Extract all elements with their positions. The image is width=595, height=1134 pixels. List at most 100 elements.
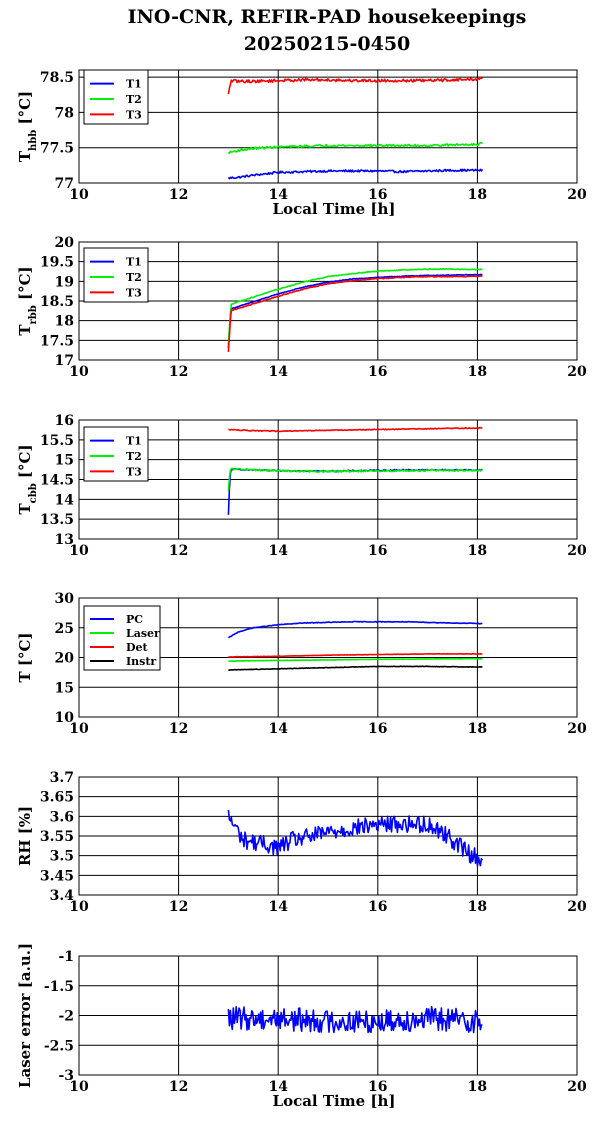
series-line	[227, 809, 484, 867]
plot-frame	[78, 241, 578, 361]
y-tick-label: -1.5	[44, 979, 74, 995]
x-tick-label: 18	[468, 899, 487, 915]
series-group	[227, 76, 484, 180]
x-tick-label: 18	[468, 1079, 487, 1095]
y-tick-label: -2.5	[44, 1038, 74, 1054]
y-tick-label: -1	[58, 949, 74, 965]
series-line	[227, 1005, 483, 1034]
chart-panel-3: 13 13.5 14 14.5 15 15.5 16 10 12 14 16 18 20 Tcbb [°C…	[16, 413, 587, 559]
x-axis-label: Local Time [h]	[273, 1092, 396, 1110]
x-tick-label: 16	[368, 721, 387, 737]
series-t2-line	[227, 467, 483, 491]
x-tick-label: 14	[268, 543, 288, 559]
plot-frame	[78, 69, 578, 184]
y-tick-label: 15.5	[40, 433, 74, 449]
x-tick-label: 20	[567, 364, 587, 380]
y-tick-label: 3.7	[50, 770, 74, 786]
y-tick-label: 3.65	[40, 790, 74, 806]
x-tick-label: 16	[368, 1079, 387, 1095]
y-tick-label: 16	[55, 413, 74, 429]
y-tick-label: 17.5	[40, 333, 74, 349]
figure-title-line2: 20250215-0450	[244, 33, 411, 55]
plot-frame	[78, 776, 578, 896]
y-tick-label: 77	[55, 176, 74, 192]
x-tick-label: 14	[268, 364, 288, 380]
series-t3-line	[227, 275, 483, 352]
series-t2-line	[227, 267, 483, 345]
legend-box	[83, 426, 149, 482]
x-tick-label: 12	[169, 364, 188, 380]
y-axis-label: T [°C]	[16, 632, 34, 682]
x-tick-label: 14	[268, 1079, 288, 1095]
y-tick-label: 18	[55, 314, 74, 330]
y-tick-label: 14.5	[40, 473, 74, 489]
y-tick-label: 77.5	[40, 141, 74, 157]
y-tick-label: 20	[55, 651, 75, 667]
series-instr-line	[228, 665, 483, 672]
y-tick-label: 78	[55, 105, 74, 121]
x-tick-label: 16	[368, 899, 387, 915]
x-tick-label: 10	[69, 1079, 89, 1095]
x-tick-label: 12	[169, 899, 188, 915]
x-tick-label: 18	[468, 187, 487, 203]
series-t1-line	[227, 168, 484, 180]
y-axis-label: RH [%]	[16, 806, 34, 866]
legend-label: T1	[126, 435, 142, 448]
series-group	[227, 267, 483, 352]
y-axis-label: Trbb [°C]	[16, 266, 39, 335]
y-tick-label: 13	[55, 532, 74, 548]
series-pc-line	[228, 620, 483, 639]
legend-label: T3	[126, 465, 142, 478]
y-tick-label: 3.55	[40, 829, 74, 845]
series-t2-line	[227, 141, 483, 155]
y-tick-label: 19.5	[40, 255, 74, 271]
legend-label: Instr	[126, 655, 156, 668]
x-tick-label: 14	[268, 187, 288, 203]
y-axis-label: Laser error [a.u.]	[16, 943, 34, 1088]
legend-box	[83, 605, 161, 671]
legend-label: Laser	[126, 627, 160, 640]
x-tick-label: 20	[567, 721, 587, 737]
x-tick-label: 10	[69, 721, 89, 737]
series-t3-line	[228, 426, 483, 433]
plot-frame	[78, 955, 578, 1076]
x-tick-label: 20	[567, 543, 587, 559]
legend-label: PC	[126, 613, 143, 626]
x-tick-label: 12	[169, 187, 188, 203]
plot-frame	[78, 419, 578, 540]
legend-label: Det	[126, 641, 149, 654]
x-tick-label: 18	[468, 364, 487, 380]
chart-panel-2: 17 17.5 18 18.5 19 19.5 20 10 12 14 16 18 20 Trbb [°C…	[16, 235, 587, 380]
series-t1-line	[227, 467, 483, 515]
series-group	[228, 620, 483, 672]
y-tick-label: 15	[55, 680, 74, 696]
x-tick-label: 12	[169, 543, 188, 559]
chart-panel-1: 77 77.5 78 78.5 10 12 14 16 18 20 Local Time [h] Th…	[16, 69, 587, 218]
x-tick-label: 20	[567, 899, 587, 915]
y-tick-label: 10	[55, 710, 75, 726]
x-tick-label: 12	[169, 1079, 188, 1095]
y-tick-label: -3	[58, 1068, 74, 1084]
legend-label: T3	[126, 286, 142, 299]
legend-label: T2	[126, 93, 142, 106]
chart-panels: 77 77.5 78 78.5 10 12 14 16 18 20 Local Time [h] Th…	[16, 69, 587, 1110]
y-tick-label: 13.5	[40, 512, 74, 528]
series-t1-line	[227, 273, 483, 349]
x-tick-label: 20	[567, 187, 587, 203]
chart-panel-6: -3 -2.5 -2 -1.5 -1 10 12 14 16 18 20 Local Time [h]…	[16, 943, 587, 1110]
x-tick-label: 14	[268, 721, 288, 737]
x-tick-label: 18	[468, 721, 487, 737]
y-axis-label: Thbb [°C]	[16, 91, 39, 162]
series-t3-line	[227, 76, 483, 95]
y-tick-label: 20	[55, 235, 75, 251]
x-tick-label: 16	[368, 187, 387, 203]
legend-label: T1	[126, 256, 142, 269]
legend-label: T2	[126, 450, 142, 463]
legend: T1 T2 T3	[83, 69, 149, 125]
y-tick-label: 19	[55, 274, 74, 290]
x-tick-label: 20	[567, 1079, 587, 1095]
chart-panel-4: 10 15 20 25 30 10 12 14 16 18 20 T [°C] PCLaserDetIn…	[16, 591, 587, 737]
legend: T1 T2 T3	[83, 247, 149, 303]
